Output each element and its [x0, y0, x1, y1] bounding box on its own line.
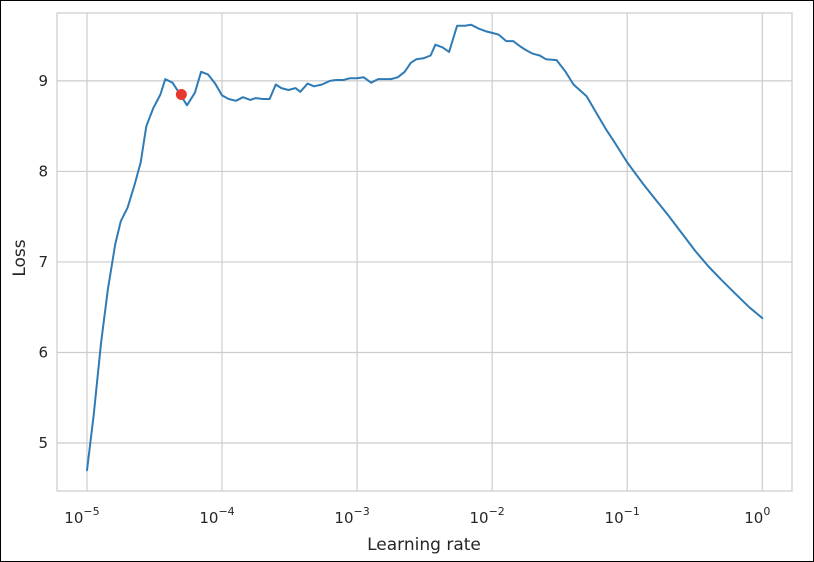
- x-axis-ticks: 10−5 10−4 10−3 10−2 10−1 100: [64, 505, 770, 527]
- plot-area: [56, 12, 793, 492]
- y-tick-label: 6: [38, 343, 48, 361]
- y-tick-label: 9: [38, 72, 48, 90]
- x-tick-label: 100: [744, 505, 770, 527]
- x-tick-label: 10−1: [605, 505, 640, 527]
- suggested-lr-marker: [175, 88, 187, 100]
- y-axis-label: Loss: [10, 239, 30, 276]
- loss-curve: [86, 23, 764, 472]
- x-tick-label: 10−4: [199, 505, 234, 527]
- x-tick-label: 10−5: [64, 505, 99, 527]
- x-tick-label: 10−3: [334, 505, 369, 527]
- x-tick-label: 10−2: [469, 505, 504, 527]
- y-tick-label: 5: [38, 434, 48, 452]
- y-tick-label: 7: [38, 253, 48, 271]
- y-axis-ticks: 5 6 7 8 9: [38, 72, 48, 452]
- grid: [57, 13, 792, 491]
- y-tick-label: 8: [38, 162, 48, 180]
- x-axis-label: Learning rate: [367, 535, 481, 555]
